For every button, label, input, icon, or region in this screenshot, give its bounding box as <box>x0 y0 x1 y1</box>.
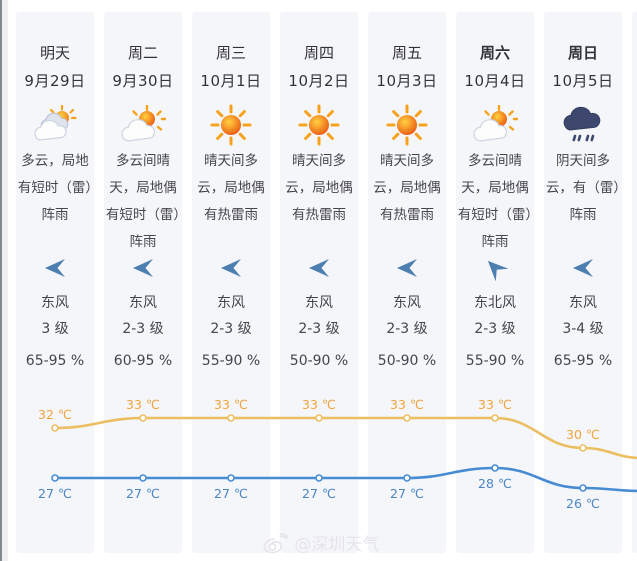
forecast-cards-row: 明天 9月29日 多云，局地有短时（雷）阵雨 东风 3 级 65-95 % 周二… <box>16 12 637 553</box>
wind-direction-label: 东风 <box>41 295 69 311</box>
day-label: 周日 <box>567 44 598 62</box>
day-label: 周三 <box>215 44 246 62</box>
weather-description: 阴天间多云，有（雷）阵雨 <box>545 153 621 223</box>
day-label: 周四 <box>303 44 334 62</box>
wind-level-label: 2-3 级 <box>386 321 428 337</box>
wind-level-label: 3 级 <box>41 321 69 337</box>
wind-direction-label: 东风 <box>569 295 597 311</box>
watermark-text: @深圳天气 <box>294 535 380 555</box>
wind-level-label: 2-3 级 <box>210 321 252 337</box>
date-label: 10月1日 <box>200 72 262 90</box>
weather-icon <box>368 102 446 148</box>
left-edge-strip <box>2 0 8 561</box>
wind-direction-icon <box>16 256 94 280</box>
wind-direction-label: 东风 <box>305 295 333 311</box>
humidity-range: 65-95 % <box>25 353 85 369</box>
humidity-range: 55-90 % <box>201 353 261 369</box>
date-label: 10月3日 <box>376 72 438 90</box>
humidity-range: 65-95 % <box>553 353 613 369</box>
watermark: @深圳天气 <box>262 530 379 555</box>
weather-icon <box>104 102 182 148</box>
weather-description: 晴天间多云，局地偶有热雷雨 <box>285 153 353 223</box>
date-label: 9月29日 <box>24 72 86 90</box>
wind-level-label: 2-3 级 <box>122 321 164 337</box>
weather-description: 晴天间多云，局地偶有热雷雨 <box>373 153 441 223</box>
wind-level-label: 2-3 级 <box>298 321 340 337</box>
next-forecast-card-partial[interactable] <box>632 12 637 553</box>
date-label: 10月4日 <box>464 72 526 90</box>
wind-direction-icon <box>280 256 358 280</box>
forecast-day-card[interactable]: 周四 10月2日 晴天间多云，局地偶有热雷雨 东风 2-3 级 50-90 % <box>280 12 358 553</box>
forecast-day-card[interactable]: 明天 9月29日 多云，局地有短时（雷）阵雨 东风 3 级 65-95 % <box>16 12 94 553</box>
weather-description: 晴天间多云，局地偶有热雷雨 <box>197 153 265 223</box>
wind-direction-icon <box>104 256 182 280</box>
wind-direction-icon <box>456 256 534 282</box>
weather-icon <box>16 102 94 148</box>
left-edge-line <box>0 0 2 561</box>
humidity-range: 50-90 % <box>289 353 349 369</box>
day-label: 周二 <box>127 44 158 62</box>
humidity-range: 60-95 % <box>113 353 173 369</box>
wind-level-label: 2-3 级 <box>474 321 516 337</box>
wind-level-label: 3-4 级 <box>562 321 604 337</box>
day-label: 周六 <box>479 44 510 62</box>
date-label: 10月5日 <box>552 72 614 90</box>
wind-direction-label: 东北风 <box>474 295 516 311</box>
weather-description: 多云，局地有短时（雷）阵雨 <box>17 153 93 223</box>
day-label: 周五 <box>391 44 422 62</box>
weather-icon <box>192 102 270 148</box>
date-label: 10月2日 <box>288 72 350 90</box>
weibo-icon <box>262 532 289 554</box>
date-label: 9月30日 <box>112 72 174 90</box>
wind-direction-icon <box>192 256 270 280</box>
forecast-day-card[interactable]: 周六 10月4日 多云间晴天，局地偶有短时（雷）阵雨 东北风 2-3 级 55-… <box>456 12 534 553</box>
day-label: 明天 <box>39 44 70 62</box>
wind-direction-icon <box>544 256 622 280</box>
weather-description: 多云间晴天，局地偶有短时（雷）阵雨 <box>105 153 181 250</box>
wind-direction-label: 东风 <box>129 295 157 311</box>
forecast-day-card[interactable]: 周二 9月30日 多云间晴天，局地偶有短时（雷）阵雨 东风 2-3 级 60-9… <box>104 12 182 553</box>
forecast-day-card[interactable]: 周五 10月3日 晴天间多云，局地偶有热雷雨 东风 2-3 级 50-90 % <box>368 12 446 553</box>
weather-description: 多云间晴天，局地偶有短时（雷）阵雨 <box>457 153 533 250</box>
forecast-day-card[interactable]: 周日 10月5日 阴天间多云，有（雷）阵雨 东风 3-4 级 65-95 % <box>544 12 622 553</box>
wind-direction-label: 东风 <box>217 295 245 311</box>
humidity-range: 50-90 % <box>377 353 437 369</box>
humidity-range: 55-90 % <box>465 353 525 369</box>
weather-icon <box>280 102 358 148</box>
forecast-day-card[interactable]: 周三 10月1日 晴天间多云，局地偶有热雷雨 东风 2-3 级 55-90 % <box>192 12 270 553</box>
weather-icon <box>544 102 622 148</box>
wind-direction-label: 东风 <box>393 295 421 311</box>
weather-icon <box>456 102 534 148</box>
wind-direction-icon <box>368 256 446 280</box>
